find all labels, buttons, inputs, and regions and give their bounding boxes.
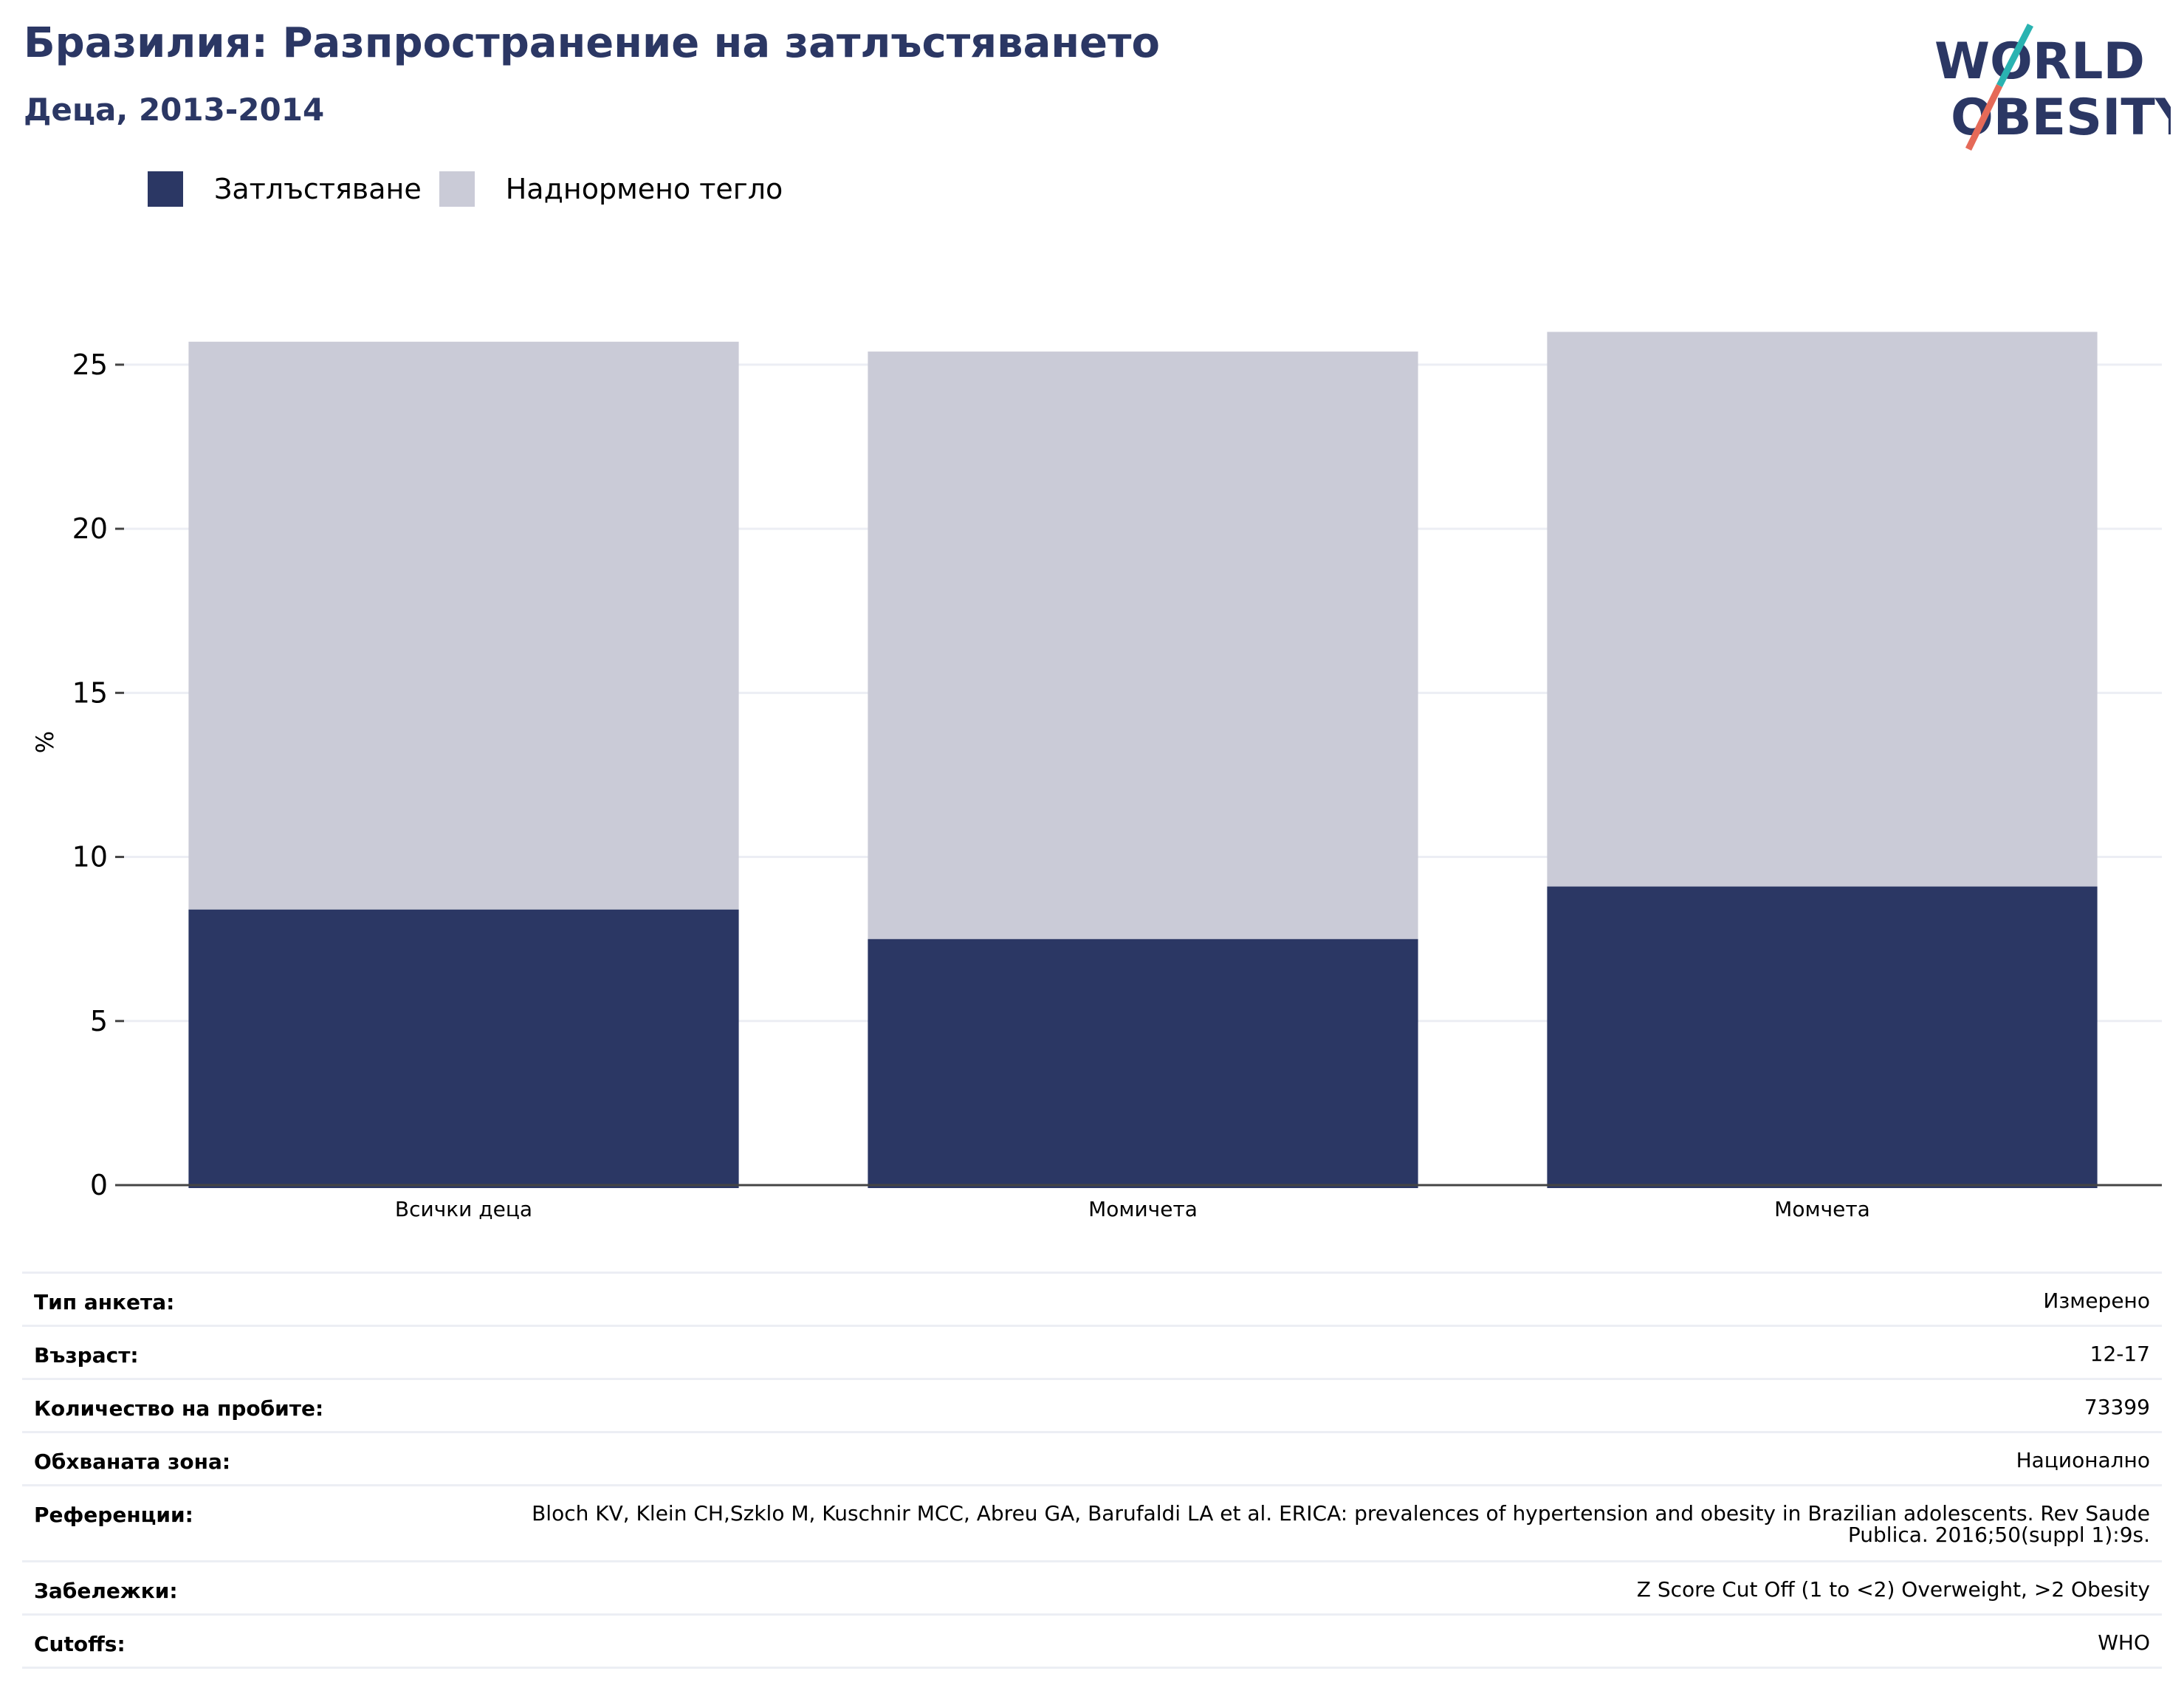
bar-obesity bbox=[188, 909, 739, 1188]
bar-overweight bbox=[868, 351, 1418, 939]
meta-row-notes: Забележки: Z Score Cut Off (1 to <2) Ove… bbox=[22, 1562, 2162, 1616]
legend: Затлъстяване Наднормено тегло bbox=[148, 171, 800, 207]
meta-row-survey-type: Тип анкета: Измерено bbox=[22, 1274, 2162, 1327]
survey-info-table: Тип анкета: Измерено Възраст: 12-17 Коли… bbox=[22, 1272, 2162, 1669]
meta-label: Референции: bbox=[34, 1503, 193, 1527]
y-tick-label: 10 bbox=[72, 841, 108, 874]
legend-label-obesity: Затлъстяване bbox=[214, 173, 422, 205]
bar-obesity bbox=[1547, 886, 2098, 1188]
meta-value: Национално bbox=[2016, 1448, 2150, 1472]
bar-overweight bbox=[1547, 332, 2098, 887]
y-tick-label: 5 bbox=[90, 1005, 108, 1037]
logo-slash-bottom bbox=[1965, 84, 2003, 151]
legend-swatch-overweight bbox=[439, 171, 475, 207]
meta-value: Z Score Cut Off (1 to <2) Overweight, >2… bbox=[1636, 1577, 2150, 1602]
meta-value: WHO bbox=[2098, 1630, 2150, 1655]
bar-obesity bbox=[868, 938, 1418, 1188]
meta-label: Възраст: bbox=[34, 1343, 139, 1368]
meta-label: Количество на пробите: bbox=[34, 1396, 324, 1421]
meta-row-cutoffs: Cutoffs: WHO bbox=[22, 1616, 2162, 1669]
meta-label: Тип анкета: bbox=[34, 1290, 175, 1314]
chart-subtitle: Деца, 2013-2014 bbox=[24, 92, 325, 128]
y-tick-label: 15 bbox=[72, 676, 108, 709]
y-axis-title: % bbox=[31, 731, 59, 753]
meta-row-sample-size: Количество на пробите: 73399 bbox=[22, 1380, 2162, 1433]
meta-row-age: Възраст: 12-17 bbox=[22, 1327, 2162, 1380]
legend-item-obesity[interactable]: Затлъстяване bbox=[148, 171, 422, 207]
y-tick-label: 25 bbox=[72, 349, 108, 381]
x-tick-label: Всички деца bbox=[395, 1197, 532, 1221]
meta-value: 73399 bbox=[2084, 1395, 2150, 1419]
meta-value: 12-17 bbox=[2089, 1342, 2150, 1366]
meta-label: Обхваната зона: bbox=[34, 1449, 231, 1474]
y-tick-label: 0 bbox=[90, 1169, 108, 1201]
meta-value: Измерено bbox=[2043, 1288, 2150, 1313]
legend-label-overweight: Наднормено тегло bbox=[505, 173, 783, 205]
x-tick-label: Момчета bbox=[1774, 1197, 1870, 1221]
logo-word-world: WORLD bbox=[1934, 32, 2145, 91]
legend-item-overweight[interactable]: Наднормено тегло bbox=[439, 171, 783, 207]
meta-label: Cutoffs: bbox=[34, 1632, 126, 1656]
meta-row-area-covered: Обхваната зона: Национално bbox=[22, 1433, 2162, 1486]
logo-slash-top bbox=[1996, 23, 2034, 88]
y-tick-label: 20 bbox=[72, 512, 108, 545]
meta-row-references: Референции: Bloch KV, Klein CH,Szklo M, … bbox=[22, 1486, 2162, 1562]
x-tick-label: Момичета bbox=[1088, 1197, 1198, 1221]
bar-overweight bbox=[188, 341, 739, 910]
meta-value: Bloch KV, Klein CH,Szklo M, Kuschnir MCC… bbox=[532, 1501, 2150, 1548]
bar-chart: 0 5 10 15 20 25% Всички деца Момичета Момчета bbox=[31, 332, 2162, 1221]
meta-label: Забележки: bbox=[34, 1579, 178, 1603]
world-obesity-logo: WORLD OBESITY bbox=[1934, 23, 2171, 151]
chart-title: Бразилия: Разпространение на затлъстяван… bbox=[24, 19, 1160, 67]
legend-swatch-obesity bbox=[148, 171, 183, 207]
